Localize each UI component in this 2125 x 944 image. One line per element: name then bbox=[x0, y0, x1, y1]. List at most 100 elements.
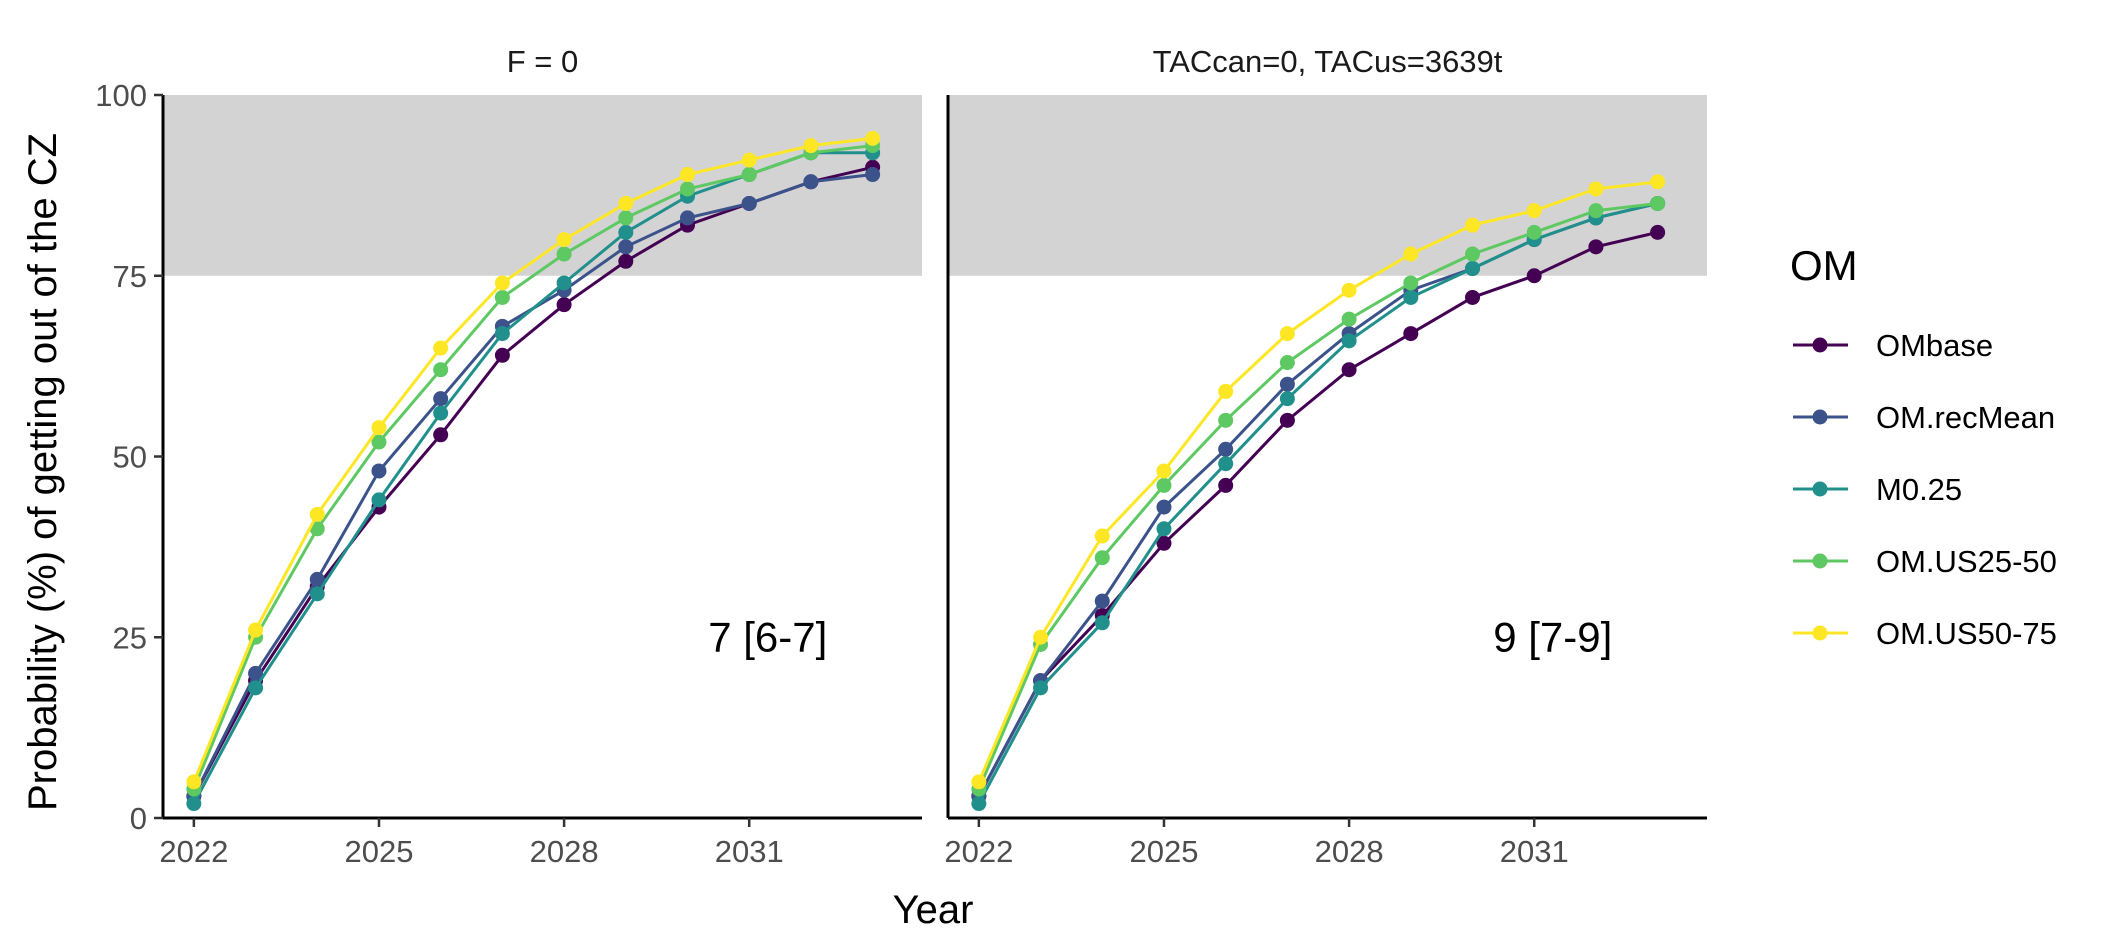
data-point bbox=[1033, 629, 1049, 645]
x-tick-label: 2025 bbox=[344, 834, 413, 869]
data-point bbox=[1588, 239, 1604, 255]
y-tick-label: 50 bbox=[113, 440, 147, 475]
legend-label: OM.US50-75 bbox=[1876, 616, 2057, 651]
panel-title: F = 0 bbox=[507, 44, 579, 79]
data-point bbox=[248, 622, 264, 638]
data-point bbox=[433, 340, 449, 356]
data-point bbox=[186, 774, 202, 790]
series-om-us50-75 bbox=[971, 174, 1666, 790]
x-tick-label: 2028 bbox=[1315, 834, 1384, 869]
legend-key-point bbox=[1812, 481, 1828, 497]
data-point bbox=[1588, 203, 1604, 219]
data-point bbox=[618, 224, 634, 240]
data-point bbox=[248, 665, 264, 681]
data-point bbox=[865, 130, 881, 146]
legend-entry-m0-25: M0.25 bbox=[1793, 472, 1962, 507]
series-om-us25-50 bbox=[971, 195, 1666, 797]
panel-annotation: 7 [6-7] bbox=[708, 613, 827, 660]
shaded-region bbox=[948, 95, 1707, 276]
data-point bbox=[803, 138, 819, 154]
y-tick-label: 100 bbox=[95, 78, 147, 113]
data-point bbox=[556, 246, 572, 262]
data-point bbox=[1403, 289, 1419, 305]
legend-entry-om-recmean: OM.recMean bbox=[1793, 400, 2055, 435]
data-point bbox=[1279, 355, 1295, 371]
data-point bbox=[494, 347, 510, 363]
data-point bbox=[1094, 615, 1110, 631]
series-line-om-us50-75 bbox=[192, 136, 873, 783]
data-point bbox=[309, 506, 325, 522]
data-point bbox=[1033, 680, 1049, 696]
legend-label: OM.recMean bbox=[1876, 400, 2055, 435]
panel-title: TACcan=0, TACus=3639t bbox=[1153, 44, 1503, 79]
legend-key-point bbox=[1812, 553, 1828, 569]
legend-key-point bbox=[1812, 625, 1828, 641]
data-point bbox=[618, 239, 634, 255]
data-point bbox=[1403, 275, 1419, 291]
legend-entry-ombase: OMbase bbox=[1793, 328, 1993, 363]
panel-2: TACcan=0, TACus=3639t 2022 2025 2028 2031 9 [… bbox=[944, 44, 1707, 869]
data-point bbox=[1465, 246, 1481, 262]
data-point bbox=[1403, 326, 1419, 342]
data-point bbox=[494, 275, 510, 291]
y-tick-label: 0 bbox=[130, 801, 147, 836]
data-point bbox=[1156, 463, 1172, 479]
series-line-m0-25 bbox=[977, 202, 1658, 805]
data-point bbox=[1279, 412, 1295, 428]
x-tick-label: 2022 bbox=[944, 834, 1013, 869]
series-om-us50-75 bbox=[186, 130, 881, 790]
data-point bbox=[741, 195, 757, 211]
data-point bbox=[803, 174, 819, 190]
data-point bbox=[971, 774, 987, 790]
data-point bbox=[1279, 376, 1295, 392]
data-point bbox=[494, 326, 510, 342]
series-m0-25 bbox=[971, 195, 1666, 812]
y-tick-label: 75 bbox=[113, 259, 147, 294]
legend: OM OMbase OM.recMean M0.25 OM.US25-50 OM.US5… bbox=[1790, 242, 2057, 651]
y-axis-title: Probability (%) of getting out of the CZ bbox=[21, 133, 65, 811]
data-point bbox=[741, 152, 757, 168]
data-point bbox=[248, 680, 264, 696]
legend-key-point bbox=[1812, 337, 1828, 353]
x-tick-label: 2025 bbox=[1129, 834, 1198, 869]
data-point bbox=[1218, 383, 1234, 399]
data-point bbox=[433, 405, 449, 421]
data-point bbox=[1650, 224, 1666, 240]
data-point bbox=[309, 571, 325, 587]
data-point bbox=[1218, 477, 1234, 493]
x-tick-label: 2028 bbox=[530, 834, 599, 869]
panel-1: F = 0 0 25 50 75 100 2022 2025 2028 2031 7 [6-7] bbox=[95, 44, 922, 869]
data-point bbox=[618, 210, 634, 226]
data-point bbox=[556, 232, 572, 248]
data-point bbox=[433, 391, 449, 407]
series-line-om-recmean bbox=[977, 202, 1658, 798]
data-point bbox=[680, 210, 696, 226]
data-point bbox=[1650, 195, 1666, 211]
data-point bbox=[371, 463, 387, 479]
data-point bbox=[1156, 521, 1172, 537]
legend-label: OM.US25-50 bbox=[1876, 544, 2057, 579]
series-line-om-us50-75 bbox=[977, 180, 1658, 783]
data-point bbox=[1218, 441, 1234, 457]
data-point bbox=[1465, 289, 1481, 305]
series-line-om-us25-50 bbox=[192, 144, 873, 790]
data-point bbox=[1403, 246, 1419, 262]
data-point bbox=[371, 434, 387, 450]
x-axis-title: Year bbox=[893, 888, 974, 932]
data-point bbox=[1650, 174, 1666, 190]
data-point bbox=[680, 167, 696, 183]
legend-title: OM bbox=[1790, 242, 1858, 289]
series-om-recmean bbox=[971, 195, 1666, 804]
data-point bbox=[309, 521, 325, 537]
data-point bbox=[971, 796, 987, 812]
data-point bbox=[1094, 593, 1110, 609]
data-point bbox=[494, 289, 510, 305]
legend-key-point bbox=[1812, 409, 1828, 425]
panel-annotation: 9 [7-9] bbox=[1493, 613, 1612, 660]
data-point bbox=[1341, 282, 1357, 298]
data-point bbox=[1279, 391, 1295, 407]
series-line-ombase bbox=[977, 230, 1658, 798]
x-tick-label: 2022 bbox=[159, 834, 228, 869]
data-point bbox=[618, 195, 634, 211]
